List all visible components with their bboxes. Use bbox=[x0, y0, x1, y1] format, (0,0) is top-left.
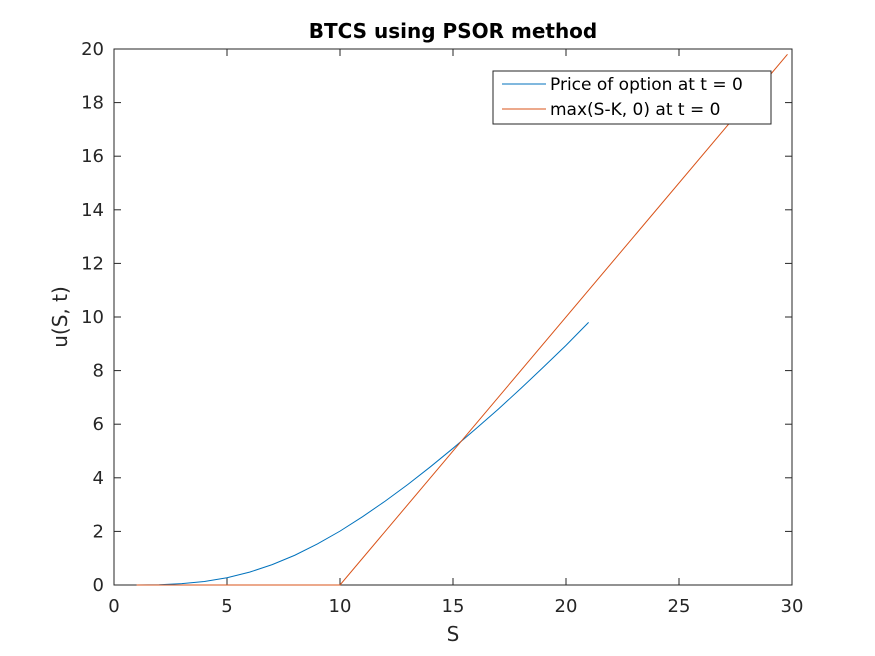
x-axis: 0 5 10 15 20 25 30 bbox=[108, 49, 803, 617]
y-tick-label: 8 bbox=[93, 361, 104, 382]
y-axis-label: u(S, t) bbox=[48, 286, 72, 348]
series-line-2 bbox=[136, 54, 788, 586]
x-axis-label: S bbox=[447, 622, 460, 646]
y-tick-label: 6 bbox=[93, 414, 104, 435]
plot-frame bbox=[113, 48, 793, 586]
legend: Price of option at t = 0 max(S-K, 0) at … bbox=[492, 70, 772, 125]
y-tick-label: 20 bbox=[81, 39, 104, 60]
y-tick-label: 16 bbox=[81, 146, 104, 167]
x-tick-label: 15 bbox=[442, 596, 465, 617]
x-tick-label: 25 bbox=[668, 596, 691, 617]
y-tick-label: 4 bbox=[93, 468, 104, 489]
y-tick-label: 0 bbox=[93, 575, 104, 596]
y-axis: 0 2 4 6 8 10 12 14 16 18 20 bbox=[81, 39, 792, 596]
x-tick-label: 10 bbox=[329, 596, 352, 617]
plot-area bbox=[113, 48, 793, 586]
series-layer bbox=[136, 54, 788, 586]
y-tick-label: 12 bbox=[81, 253, 104, 274]
legend-box bbox=[492, 70, 772, 125]
x-tick-label: 0 bbox=[108, 596, 119, 617]
x-tick-label: 30 bbox=[781, 596, 804, 617]
y-tick-label: 14 bbox=[81, 200, 104, 221]
x-tick-label: 5 bbox=[221, 596, 232, 617]
chart-title: BTCS using PSOR method bbox=[309, 19, 598, 43]
legend-label-series-1: Price of option at t = 0 bbox=[550, 75, 743, 95]
series-line-1 bbox=[136, 322, 589, 586]
y-tick-label: 18 bbox=[81, 93, 104, 114]
x-tick-label: 20 bbox=[555, 596, 578, 617]
y-tick-label: 10 bbox=[81, 307, 104, 328]
y-tick-label: 2 bbox=[93, 521, 104, 542]
legend-label-series-2: max(S-K, 0) at t = 0 bbox=[550, 100, 720, 120]
